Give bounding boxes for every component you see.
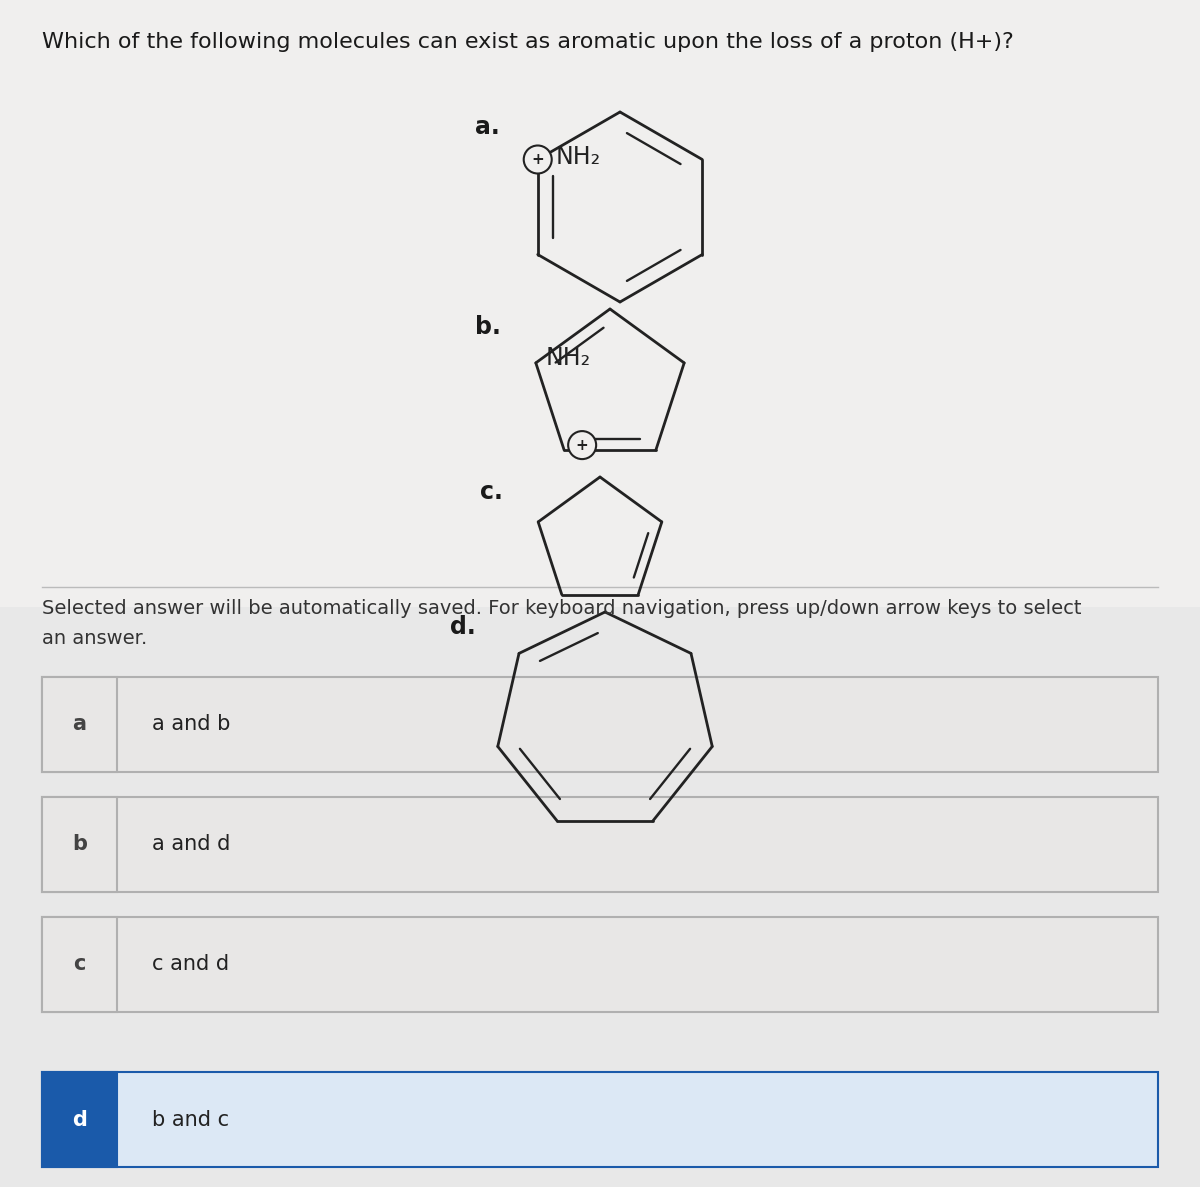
Text: a.: a. <box>475 115 499 139</box>
Bar <box>42 796 118 891</box>
Text: b: b <box>72 834 88 855</box>
Text: +: + <box>576 438 588 452</box>
Bar <box>42 918 1158 1013</box>
Bar <box>0 607 1200 1187</box>
Text: c.: c. <box>480 480 503 504</box>
Bar <box>42 1072 118 1167</box>
Text: c: c <box>73 954 85 975</box>
Text: NH₂: NH₂ <box>546 345 590 370</box>
Text: b.: b. <box>475 315 500 339</box>
Bar <box>42 677 1158 772</box>
Text: a: a <box>72 715 86 735</box>
Text: b and c: b and c <box>152 1110 229 1130</box>
Text: d: d <box>72 1110 86 1130</box>
Text: Which of the following molecules can exist as aromatic upon the loss of a proton: Which of the following molecules can exi… <box>42 32 1014 52</box>
Text: a and b: a and b <box>152 715 230 735</box>
Circle shape <box>568 431 596 459</box>
Text: a and d: a and d <box>152 834 230 855</box>
Text: Selected answer will be automatically saved. For keyboard navigation, press up/d: Selected answer will be automatically sa… <box>42 599 1081 618</box>
Bar <box>42 1072 1158 1167</box>
Text: +: + <box>532 152 544 167</box>
Text: an answer.: an answer. <box>42 629 148 648</box>
Bar <box>42 918 118 1013</box>
Text: c and d: c and d <box>152 954 229 975</box>
Bar <box>42 796 1158 891</box>
Text: NH₂: NH₂ <box>556 146 601 170</box>
Circle shape <box>523 146 552 173</box>
Bar <box>42 677 118 772</box>
Text: d.: d. <box>450 615 475 639</box>
